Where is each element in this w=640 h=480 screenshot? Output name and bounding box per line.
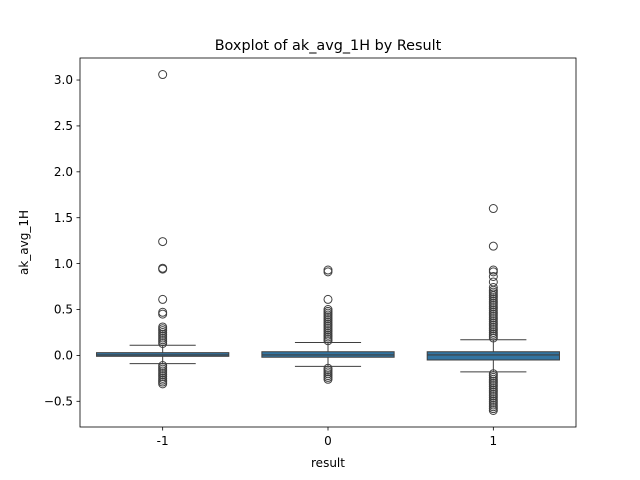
outlier-point <box>158 294 168 304</box>
outlier-point <box>488 265 498 275</box>
y-tick-label: 2.5 <box>54 119 73 133</box>
box-iqr <box>426 351 560 361</box>
y-tick-label: 1.5 <box>54 211 73 225</box>
x-tick-label: 1 <box>490 434 498 448</box>
y-tick-label: −0.5 <box>44 394 73 408</box>
outlier-point <box>158 70 168 80</box>
outlier-point <box>158 237 168 247</box>
outlier-point <box>323 294 333 304</box>
outlier-point <box>158 307 168 317</box>
outlier-point <box>488 267 498 277</box>
y-axis-label: ak_avg_1H <box>17 210 31 275</box>
plot-area <box>96 70 560 415</box>
outlier-point <box>158 263 168 273</box>
outlier-point <box>323 305 333 315</box>
outlier-point <box>158 309 168 319</box>
outlier-point <box>323 267 333 277</box>
x-tick-label: -1 <box>157 434 169 448</box>
outlier-point <box>488 282 498 292</box>
outlier-point <box>158 379 168 389</box>
y-axis: −0.5 0.0 0.5 1.0 1.5 2.0 2.5 3.0 <box>44 73 80 408</box>
outlier-point <box>323 265 333 275</box>
x-axis: -1 0 1 <box>157 427 497 448</box>
outlier-point <box>488 277 498 287</box>
outlier-point <box>323 374 333 384</box>
x-axis-label: result <box>311 456 345 470</box>
y-tick-label: 2.0 <box>54 165 73 179</box>
outlier-point <box>488 204 498 214</box>
outlier-point <box>488 241 498 251</box>
outlier-point <box>488 405 498 415</box>
chart-title: Boxplot of ak_avg_1H by Result <box>215 38 442 54</box>
y-tick-label: 1.0 <box>54 257 73 271</box>
y-tick-label: 3.0 <box>54 73 73 87</box>
y-tick-label: 0.0 <box>54 349 73 363</box>
outlier-point <box>158 322 168 332</box>
x-tick-label: 0 <box>324 434 332 448</box>
outlier-point <box>488 271 498 281</box>
y-tick-label: 0.5 <box>54 303 73 317</box>
